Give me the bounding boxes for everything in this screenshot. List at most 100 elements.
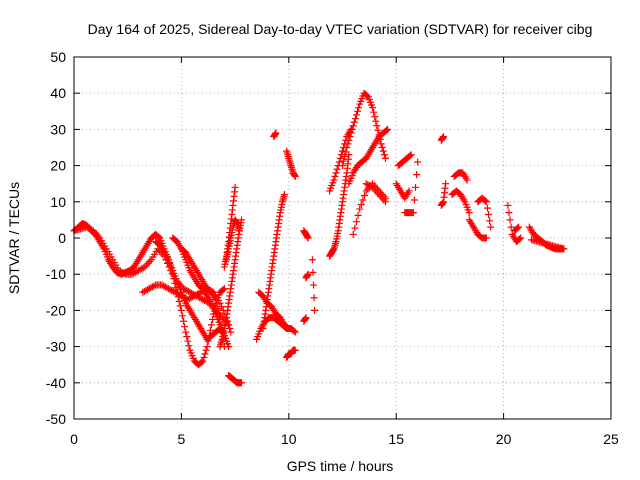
series-sat-j <box>220 183 239 271</box>
data-point <box>308 256 316 264</box>
data-point <box>373 189 381 197</box>
data-point <box>181 323 189 331</box>
series-sat-ad <box>437 133 447 144</box>
data-point <box>213 300 221 308</box>
data-point <box>356 205 364 213</box>
data-point <box>379 147 387 155</box>
data-point <box>481 197 489 205</box>
y-tick-label: 0 <box>58 230 66 246</box>
series-sat-aj <box>504 201 525 246</box>
series-sat-af <box>448 187 473 217</box>
data-point <box>369 104 377 112</box>
data-point <box>335 158 343 166</box>
y-axis-label: SDTVAR / TECUs <box>6 182 22 294</box>
data-point <box>310 294 318 302</box>
data-point <box>203 343 211 351</box>
data-point <box>374 126 382 134</box>
data-point <box>284 324 292 332</box>
data-point <box>378 144 386 151</box>
series-sat-u <box>326 151 353 260</box>
data-point <box>463 176 471 184</box>
data-point <box>341 153 349 161</box>
x-tick-label: 15 <box>388 431 404 447</box>
series-sat-r <box>302 270 312 282</box>
data-point <box>238 379 246 387</box>
data-point <box>333 165 341 173</box>
series-sat-ag <box>450 169 471 184</box>
data-point <box>482 198 490 206</box>
data-point <box>351 224 359 232</box>
series-sat-t <box>308 256 319 314</box>
data-point <box>407 151 415 159</box>
data-point <box>304 270 312 278</box>
data-point <box>155 233 163 241</box>
series-sat-ah <box>465 216 490 242</box>
data-point <box>185 342 193 350</box>
series-sat-ae <box>437 180 450 209</box>
data-point <box>370 108 378 116</box>
data-point <box>362 187 370 195</box>
series-sat-n <box>270 129 280 141</box>
data-point <box>487 223 495 231</box>
data-point <box>144 259 152 267</box>
data-point <box>330 176 338 184</box>
x-axis-label: GPS time / hours <box>287 458 394 474</box>
series-sat-s <box>300 314 310 325</box>
axis-ticks: -50 -40 -30 -20 -10 0 10 20 30 40 50 0 5 10 15 20 25 <box>46 49 619 447</box>
series-sat-d <box>152 238 233 351</box>
data-point <box>359 196 367 204</box>
x-tick-label: 20 <box>496 431 512 447</box>
data-point <box>439 133 447 141</box>
data-point <box>412 183 420 191</box>
data-point <box>380 151 388 159</box>
data-point <box>304 234 312 242</box>
data-point <box>217 321 225 329</box>
data-point <box>178 312 186 320</box>
data-point <box>184 337 192 345</box>
series-sat-aa <box>392 180 413 202</box>
series-sat-g <box>216 227 243 351</box>
data-point <box>482 234 490 242</box>
y-tick-label: -10 <box>46 266 66 282</box>
series-sat-x <box>345 125 392 188</box>
data-point <box>486 217 494 225</box>
series-sat-m <box>259 191 289 332</box>
series-sat-ab <box>394 151 415 170</box>
data-point <box>377 192 385 200</box>
data-point <box>176 302 184 310</box>
data-point <box>202 346 210 354</box>
data-point <box>485 210 493 218</box>
y-tick-label: -40 <box>46 375 66 391</box>
data-points <box>70 89 568 387</box>
data-point <box>332 169 340 177</box>
data-point <box>365 182 373 190</box>
data-point <box>372 117 380 125</box>
y-tick-label: -20 <box>46 302 66 318</box>
data-point <box>352 111 360 119</box>
data-point <box>291 172 299 180</box>
data-point <box>175 297 183 305</box>
data-point <box>207 321 215 329</box>
series-sat-p <box>283 346 299 361</box>
data-point <box>348 125 356 133</box>
data-point <box>380 196 388 204</box>
data-point <box>344 140 352 148</box>
y-tick-label: 50 <box>50 49 66 65</box>
data-point <box>384 125 392 133</box>
data-point <box>146 258 154 266</box>
data-point <box>238 216 246 224</box>
data-point <box>220 285 228 293</box>
data-point <box>199 357 207 365</box>
series-sat-z <box>362 180 389 206</box>
data-point <box>354 211 362 219</box>
x-tick-label: 0 <box>70 431 78 447</box>
data-point <box>373 122 381 130</box>
data-point <box>177 306 185 314</box>
data-point <box>349 122 357 130</box>
data-point <box>231 183 239 191</box>
data-point <box>355 104 363 112</box>
data-point <box>414 158 422 166</box>
data-point <box>340 157 348 165</box>
data-point <box>515 223 523 231</box>
